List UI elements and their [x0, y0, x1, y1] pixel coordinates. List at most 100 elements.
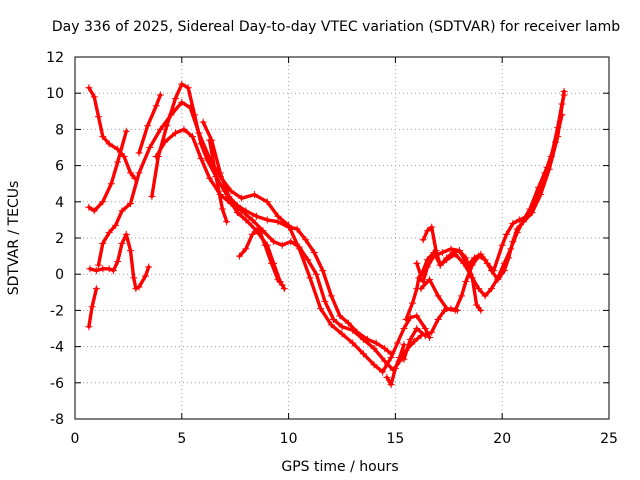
series-track-3 — [85, 285, 100, 331]
data-point — [242, 216, 250, 224]
data-point — [477, 306, 485, 314]
series-line — [87, 129, 128, 213]
data-point — [383, 373, 391, 381]
data-point — [197, 140, 205, 148]
data-point — [372, 339, 380, 347]
data-point — [481, 256, 489, 264]
series-line — [87, 287, 99, 329]
data-point — [242, 207, 250, 215]
data-point — [135, 283, 143, 291]
data-point — [411, 337, 419, 345]
data-point — [338, 330, 346, 338]
series-track-12 — [402, 91, 568, 323]
series-track-4 — [86, 230, 153, 293]
data-point — [86, 265, 94, 273]
data-point — [223, 218, 231, 226]
data-point — [402, 315, 410, 323]
data-point — [498, 241, 506, 249]
data-point — [436, 261, 444, 269]
data-point — [216, 169, 224, 177]
series-track-8 — [152, 125, 425, 374]
data-point — [233, 209, 241, 217]
data-point — [460, 259, 468, 267]
data-point — [417, 272, 425, 280]
data-point — [161, 138, 169, 146]
data-point — [295, 243, 303, 251]
data-point — [509, 220, 517, 228]
data-point — [394, 339, 402, 347]
series-line — [207, 138, 229, 224]
data-point — [473, 301, 481, 309]
y-tick-label: 6 — [55, 159, 64, 175]
data-point — [419, 277, 427, 285]
data-point — [344, 319, 352, 327]
data-point — [261, 241, 269, 249]
data-point — [99, 239, 107, 247]
series-line — [154, 127, 423, 372]
data-point — [543, 163, 551, 171]
data-point — [419, 236, 427, 244]
data-point — [552, 138, 560, 146]
x-tick-label: 15 — [386, 431, 404, 447]
data-point — [130, 274, 138, 282]
data-point — [141, 272, 149, 280]
data-point — [428, 223, 436, 231]
data-point — [188, 133, 196, 141]
y-tick-label: -6 — [50, 376, 64, 392]
data-point — [233, 201, 241, 209]
series-line — [419, 89, 566, 313]
data-point — [488, 267, 496, 275]
y-tick-label: -8 — [50, 412, 64, 428]
series-track-13 — [419, 223, 485, 314]
data-point — [417, 285, 425, 293]
y-tick-label: 4 — [55, 195, 64, 211]
data-point — [163, 122, 171, 130]
data-point — [218, 205, 226, 213]
data-point — [152, 102, 160, 110]
data-point — [381, 357, 389, 365]
data-point — [502, 230, 510, 238]
data-point — [250, 191, 258, 199]
data-point — [428, 328, 436, 336]
data-point — [400, 355, 408, 363]
data-point — [197, 154, 205, 162]
data-point — [387, 350, 395, 358]
data-point — [475, 252, 483, 260]
axis-ticks: 0 5 10 15 20 25 -8 -6 -4 -2 0 2 4 6 8 10 12 — [46, 50, 618, 447]
data-point — [278, 281, 286, 289]
series-line — [201, 120, 393, 356]
data-point — [120, 153, 128, 161]
data-point — [85, 323, 93, 331]
data-point — [145, 263, 153, 271]
data-point — [481, 292, 489, 300]
data-point — [359, 350, 367, 358]
data-point — [135, 169, 143, 177]
data-point — [199, 118, 207, 126]
data-point — [413, 312, 421, 320]
data-point — [248, 216, 256, 224]
series-line — [237, 227, 284, 287]
data-point — [370, 344, 378, 352]
data-point — [408, 299, 416, 307]
series-line — [96, 100, 432, 374]
data-point — [107, 180, 115, 188]
data-point — [114, 258, 122, 266]
data-point — [263, 198, 271, 206]
data-point — [447, 305, 455, 313]
y-axis-label: SDTVAR / TECUs — [6, 181, 22, 296]
data-point — [146, 144, 154, 151]
data-point — [144, 122, 152, 130]
data-point — [507, 245, 515, 253]
data-point — [306, 274, 314, 282]
series-track-1 — [85, 84, 139, 182]
data-point — [127, 247, 135, 255]
series-track-10 — [235, 225, 286, 289]
data-point — [227, 200, 235, 208]
series-line — [415, 113, 564, 298]
data-point — [122, 127, 130, 135]
data-point — [99, 265, 107, 273]
data-point — [242, 245, 250, 253]
data-point — [438, 248, 446, 256]
data-point — [447, 245, 455, 253]
data-point — [336, 312, 344, 320]
